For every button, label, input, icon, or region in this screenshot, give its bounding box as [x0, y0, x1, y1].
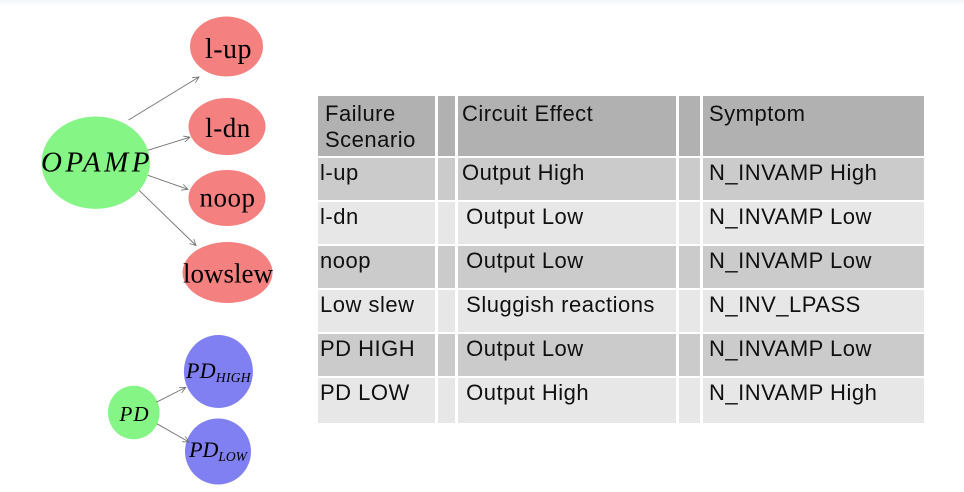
svg-text:lowslew: lowslew [183, 259, 273, 289]
svg-text:OPAMP: OPAMP [41, 147, 153, 179]
svg-text:noop: noop [200, 183, 256, 213]
svg-text:l-dn: l-dn [205, 113, 251, 143]
svg-text:PD: PD [119, 402, 150, 426]
svg-text:l-up: l-up [205, 34, 252, 65]
